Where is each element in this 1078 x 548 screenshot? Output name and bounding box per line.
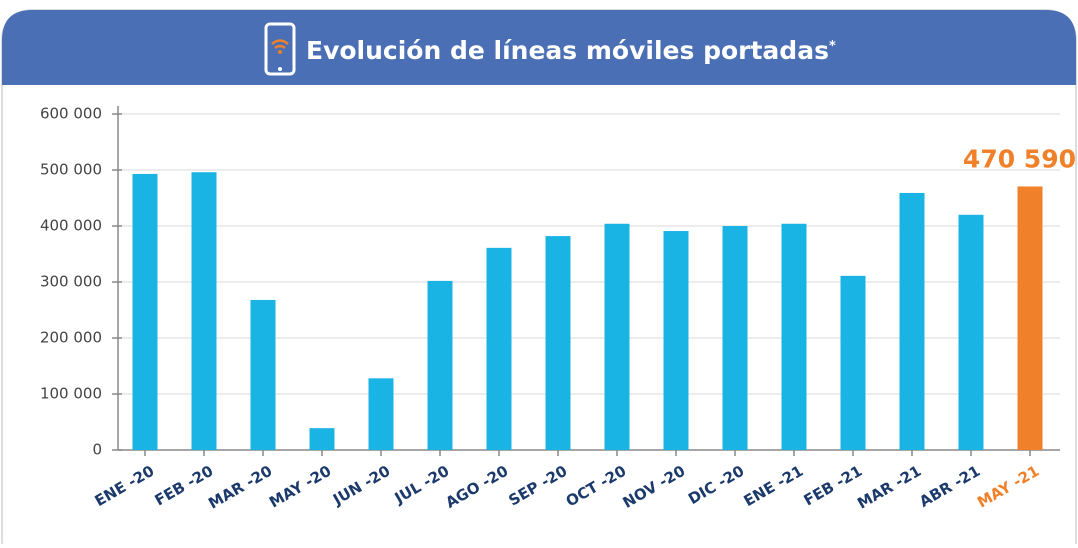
y-tick-label: 0 xyxy=(92,441,102,459)
y-tick-label: 600 000 xyxy=(40,105,102,123)
bar xyxy=(309,428,335,450)
bar xyxy=(958,214,984,450)
bar xyxy=(132,173,158,451)
header-band xyxy=(2,10,1076,85)
value-label: 470 590 xyxy=(963,144,1076,173)
bar xyxy=(663,231,689,450)
bar xyxy=(781,223,807,450)
bar xyxy=(486,247,512,450)
bar xyxy=(191,172,217,451)
bar xyxy=(1017,186,1043,450)
bar xyxy=(722,226,748,450)
bar xyxy=(840,275,866,450)
y-tick-label: 400 000 xyxy=(40,217,102,235)
phone-icon xyxy=(264,22,296,76)
chart-title: Evolución de líneas móviles portadas* xyxy=(306,36,836,65)
bar xyxy=(899,192,925,450)
bar xyxy=(604,223,630,450)
bar xyxy=(368,378,394,450)
bar xyxy=(250,299,276,450)
y-tick-label: 300 000 xyxy=(40,273,102,291)
bar xyxy=(545,236,571,450)
bar xyxy=(427,280,453,450)
y-tick-label: 500 000 xyxy=(40,161,102,179)
y-tick-label: 200 000 xyxy=(40,329,102,347)
y-tick-label: 100 000 xyxy=(40,385,102,403)
